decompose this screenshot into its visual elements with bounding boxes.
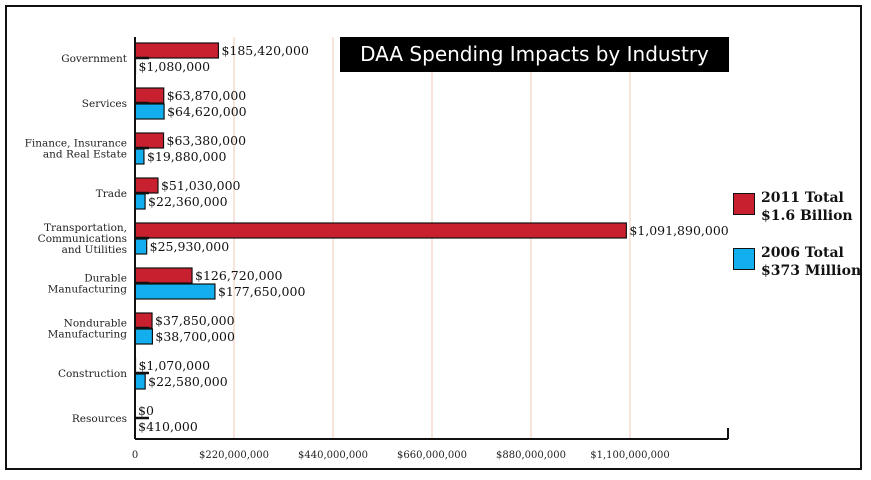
legend-label-2011: 2011 Total xyxy=(761,190,844,206)
category-label: Construction xyxy=(58,368,127,380)
bar xyxy=(134,238,148,255)
chart-title: DAA Spending Impacts by Industry xyxy=(340,37,729,72)
bar xyxy=(134,283,216,300)
bar xyxy=(134,222,627,239)
x-tick-label: $660,000,000 xyxy=(397,450,467,461)
legend-swatch-2011 xyxy=(733,193,755,215)
category-label: Finance, Insurance and Real Estate xyxy=(25,138,127,161)
data-label: $177,650,000 xyxy=(218,284,306,299)
bar xyxy=(134,373,146,390)
bar xyxy=(134,103,165,120)
category-label: Trade xyxy=(96,188,127,200)
legend-total-2006: $373 Million xyxy=(761,263,862,279)
x-tick-label: $1,100,000,000 xyxy=(590,450,670,461)
category-label: Transportation, Communications and Utiliti… xyxy=(38,222,127,256)
category-label: Nondurable Manufacturing xyxy=(48,318,128,341)
data-label: $19,880,000 xyxy=(147,149,227,164)
data-label: $64,620,000 xyxy=(167,104,247,119)
bar xyxy=(134,132,165,149)
bar xyxy=(134,328,154,345)
data-label: $0 xyxy=(138,403,154,418)
legend-item-2011: 2011 Total $1.6 Billion xyxy=(733,189,853,225)
legend-label-2006: 2006 Total xyxy=(761,245,844,261)
category-label: Durable Manufacturing xyxy=(48,273,128,296)
bar xyxy=(134,312,153,329)
bar xyxy=(134,42,220,59)
legend-text-2006: 2006 Total $373 Million xyxy=(761,244,861,280)
data-label: $126,720,000 xyxy=(195,268,283,283)
data-label: $63,870,000 xyxy=(167,88,247,103)
bar xyxy=(134,267,193,284)
bar xyxy=(134,193,146,210)
bar xyxy=(134,177,159,194)
labels: 0 $220,000,000 $440,000,000 $660,000,000 $88… xyxy=(25,43,729,461)
x-tick-label: $440,000,000 xyxy=(298,450,368,461)
data-label: $185,420,000 xyxy=(221,43,309,58)
category-label: Resources xyxy=(72,413,127,425)
bar xyxy=(134,87,165,104)
data-label: $63,380,000 xyxy=(167,133,247,148)
category-label: Services xyxy=(82,98,127,110)
axes xyxy=(134,37,729,440)
x-tick-label: $220,000,000 xyxy=(199,450,269,461)
x-tick-label: $880,000,000 xyxy=(496,450,566,461)
x-tick-label: 0 xyxy=(132,450,138,461)
bar xyxy=(134,148,145,165)
data-label: $38,700,000 xyxy=(155,329,235,344)
data-label: $410,000 xyxy=(138,419,198,434)
data-label: $25,930,000 xyxy=(150,239,230,254)
data-label: $22,360,000 xyxy=(148,194,228,209)
data-label: $51,030,000 xyxy=(161,178,241,193)
data-label: $22,580,000 xyxy=(148,374,228,389)
legend-swatch-2006 xyxy=(733,248,755,270)
data-label: $1,080,000 xyxy=(138,59,210,74)
legend-text-2011: 2011 Total $1.6 Billion xyxy=(761,189,853,225)
data-label: $1,091,890,000 xyxy=(629,223,728,238)
data-label: $37,850,000 xyxy=(155,313,235,328)
data-label: $1,070,000 xyxy=(138,358,210,373)
category-label: Government xyxy=(61,53,128,65)
legend-item-2006: 2006 Total $373 Million xyxy=(733,244,861,280)
legend-total-2011: $1.6 Billion xyxy=(761,208,853,224)
